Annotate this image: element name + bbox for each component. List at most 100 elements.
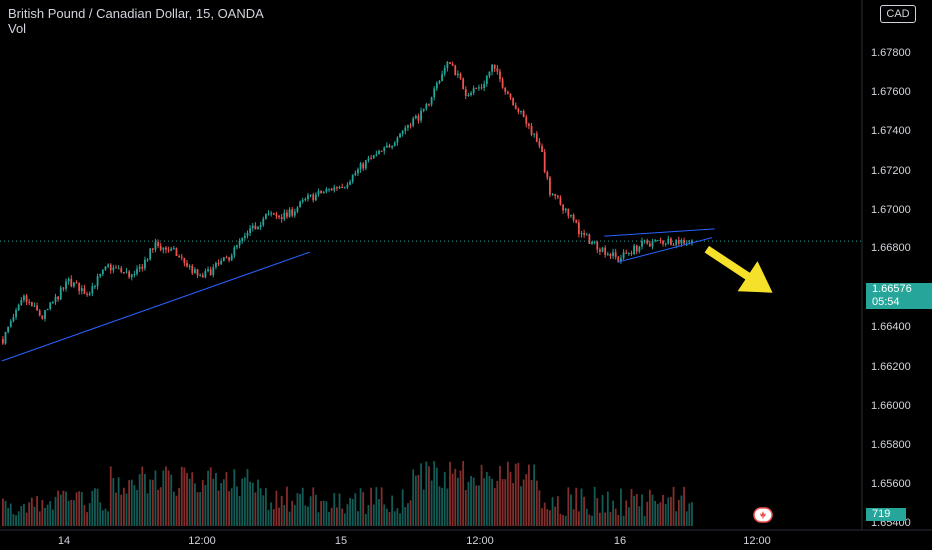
candle-body xyxy=(349,181,351,185)
candle-body xyxy=(517,108,520,112)
candle-body xyxy=(167,249,170,251)
trendline[interactable] xyxy=(1,251,310,362)
candle-body xyxy=(243,235,246,238)
candle-body xyxy=(667,238,670,244)
triangle-lower-line[interactable] xyxy=(617,237,713,263)
candle-body xyxy=(251,225,254,229)
price-tick-label: 1.66400 xyxy=(871,321,911,333)
volume-bar xyxy=(96,488,99,526)
candle-body xyxy=(593,241,596,243)
time-axis[interactable]: 14 12:00 15 12:00 16 12:00 xyxy=(58,535,771,547)
candle-body xyxy=(535,133,538,142)
candle-body xyxy=(307,195,309,199)
candle-body xyxy=(201,274,204,278)
triangle-upper-line[interactable] xyxy=(604,228,715,237)
candle-body xyxy=(280,217,283,220)
volume-bar xyxy=(333,493,336,526)
price-axis[interactable]: 1.67800 1.67600 1.67400 1.67200 1.67000 1.668… xyxy=(871,47,911,529)
volume-bar xyxy=(33,506,36,526)
candle-body xyxy=(172,248,175,250)
volume-bar xyxy=(654,500,657,526)
candle-body xyxy=(493,64,496,69)
volume-bar xyxy=(343,513,346,526)
candle-body xyxy=(372,155,375,159)
candle-body xyxy=(86,293,88,295)
candle-body xyxy=(278,215,280,218)
volume-bar xyxy=(162,470,165,526)
volume-bar xyxy=(257,479,259,526)
candle-body xyxy=(351,174,354,182)
volume-bar xyxy=(501,479,504,526)
volume-bar xyxy=(620,488,622,526)
volume-bar xyxy=(570,494,572,526)
volume-bar xyxy=(2,498,4,526)
volume-bar xyxy=(217,490,220,526)
volume-bar xyxy=(4,500,7,526)
volume-bar xyxy=(506,461,509,526)
candle-body xyxy=(241,237,244,242)
volume-bar xyxy=(88,503,91,526)
current-price-value: 1.66576 xyxy=(872,283,912,295)
candle-body xyxy=(28,301,31,303)
candle-body xyxy=(309,194,312,196)
candle-body xyxy=(383,147,386,152)
volume-bar xyxy=(380,487,383,526)
volume-bar xyxy=(249,481,252,526)
volume-bar xyxy=(73,500,75,526)
price-tick-label: 1.67200 xyxy=(871,165,911,177)
candle-body xyxy=(46,308,49,311)
volume-bar xyxy=(186,473,188,526)
volume-bar xyxy=(196,492,199,526)
candle-body xyxy=(680,239,683,244)
currency-badge[interactable]: CAD xyxy=(880,5,916,23)
volume-bar xyxy=(59,494,62,526)
volume-bar xyxy=(138,474,141,526)
volume-bar xyxy=(254,492,257,526)
candle-body xyxy=(480,87,483,89)
volume-bar xyxy=(675,511,678,526)
candle-body xyxy=(57,296,60,300)
volume-bar xyxy=(75,492,78,526)
candle-body xyxy=(491,64,493,72)
candle-body xyxy=(322,191,325,194)
volume-bar xyxy=(83,505,86,526)
volume-bar xyxy=(670,496,672,526)
volume-bar xyxy=(107,511,109,526)
current-volume-badge: 719 xyxy=(866,508,906,521)
candle-body xyxy=(112,267,115,271)
volume-bar xyxy=(688,503,691,526)
canadian-flag-icon[interactable] xyxy=(753,507,773,523)
volume-bar xyxy=(483,478,486,526)
volume-bar xyxy=(212,478,215,526)
candle-body xyxy=(662,240,664,244)
candle-body xyxy=(478,87,480,89)
volume-bar xyxy=(354,493,357,526)
volume-bar xyxy=(307,506,309,526)
candle-body xyxy=(23,295,25,300)
candle-body xyxy=(154,242,157,250)
candle-body xyxy=(188,265,191,267)
volume-indicator-label[interactable]: Vol xyxy=(8,21,27,36)
candle-body xyxy=(12,317,15,322)
volume-bar xyxy=(15,515,17,526)
volume-bars xyxy=(2,461,693,526)
candle-body xyxy=(580,233,583,235)
candle-body xyxy=(9,321,12,327)
candle-body xyxy=(109,264,112,271)
candle-body xyxy=(635,245,638,252)
candle-body xyxy=(199,274,202,276)
drawings-layer xyxy=(1,228,773,362)
candle-body xyxy=(599,249,601,252)
volume-bar xyxy=(446,488,449,526)
volume-bar xyxy=(396,508,399,526)
volume-bar xyxy=(530,480,533,526)
volume-bar xyxy=(109,466,112,526)
time-tick-label: 16 xyxy=(614,535,626,547)
candle-body xyxy=(320,190,323,194)
volume-bar xyxy=(199,492,202,526)
down-arrow-icon[interactable] xyxy=(704,245,773,293)
candle-body xyxy=(80,288,83,292)
volume-bar xyxy=(262,495,265,526)
volume-bar xyxy=(259,488,262,526)
